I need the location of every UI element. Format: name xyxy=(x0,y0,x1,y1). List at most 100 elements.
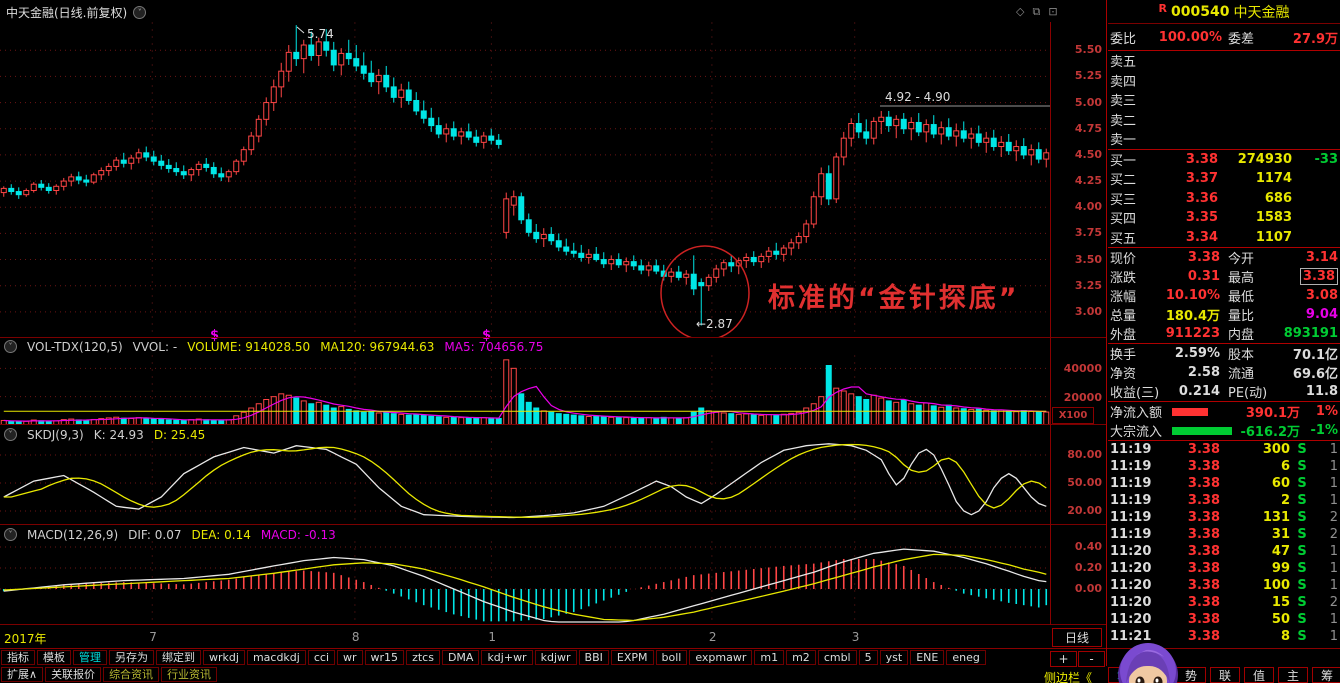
macd-chart[interactable] xyxy=(0,541,1050,623)
quote-panel: R 000540 中天金融 委比 100.00% 委差 27.9万 卖五 卖四 卖三… xyxy=(1108,0,1340,645)
stock-name: 中天金融 xyxy=(1233,4,1290,21)
tick-row[interactable]: 11:20 3.38 99 S 1 xyxy=(1108,560,1340,577)
bid-row[interactable]: 买二 3.37 1174 xyxy=(1108,169,1340,189)
toolbar-button-eneg[interactable]: eneg xyxy=(946,650,986,665)
sidebar-tab-联[interactable]: 联 xyxy=(1210,667,1240,683)
ask-row[interactable]: 卖一 xyxy=(1108,129,1340,149)
toolbar-button-wrkdj[interactable]: wrkdj xyxy=(203,650,245,665)
stock-header[interactable]: R 000540 中天金融 xyxy=(1108,0,1340,24)
bottom-tab-综合资讯[interactable]: 综合资讯 xyxy=(103,667,160,682)
volume-multiplier: X100 xyxy=(1052,407,1094,424)
toolbar-button-EXPM[interactable]: EXPM xyxy=(610,650,654,665)
toolbar-button-ENE[interactable]: ENE xyxy=(910,650,945,665)
volume-tick-label: 20000 xyxy=(1063,390,1102,404)
toolbar-button-DMA[interactable]: DMA xyxy=(441,650,480,665)
tick-row[interactable]: 11:20 3.38 15 S 2 xyxy=(1108,594,1340,611)
sidebar-tab-主[interactable]: 主 xyxy=(1278,667,1308,683)
toolbar-button-绑定到[interactable]: 绑定到 xyxy=(156,650,201,665)
tick-list[interactable]: 11:19 3.38 300 S 1 11:19 3.38 6 S 1 11:19 3.38 60 S 1 1… xyxy=(1108,441,1340,645)
bid-levels: 买一 3.38 274930 -33 买二 3.37 1174 买三 3.36 686 买四 3.35… xyxy=(1108,150,1340,248)
volume-chart[interactable] xyxy=(0,355,1050,425)
candlestick-chart[interactable]: 5.74 4.92 - 4.90 ←2.87 xyxy=(0,22,1050,337)
tick-count: 1 xyxy=(1329,629,1338,644)
bid-label: 买一 xyxy=(1110,153,1137,169)
weibi-row: 委比 100.00% 委差 27.9万 xyxy=(1108,24,1340,50)
toolbar-button-模板[interactable]: 模板 xyxy=(37,650,71,665)
toolbar-button-wr[interactable]: wr xyxy=(337,650,363,665)
bottom-tab-关联报价[interactable]: 关联报价 xyxy=(45,667,102,682)
collapse-icon[interactable]: ˅ xyxy=(4,428,17,441)
price-tick-label: 4.00 xyxy=(1074,200,1102,214)
volume-tick-label: 40000 xyxy=(1063,362,1102,376)
bottom-tab-行业资讯[interactable]: 行业资讯 xyxy=(161,667,218,682)
macd-indicator-label[interactable]: MACD(12,26,9) xyxy=(27,527,119,542)
toolbar-button-管理[interactable]: 管理 xyxy=(73,650,107,665)
box-icon[interactable]: ⊡ xyxy=(1048,5,1058,18)
bid-row[interactable]: 买一 3.38 274930 -33 xyxy=(1108,150,1340,170)
toolbar-button-boll[interactable]: boll xyxy=(655,650,688,665)
sidebar-tab-筹[interactable]: 筹 xyxy=(1312,667,1340,683)
bid-row[interactable]: 买四 3.35 1583 xyxy=(1108,208,1340,228)
tick-row[interactable]: 11:20 3.38 47 S 1 xyxy=(1108,543,1340,560)
diamond-icon[interactable]: ◇ xyxy=(1016,5,1025,18)
dollar-mark-icon: $ xyxy=(482,328,492,343)
bid-row[interactable]: 买五 3.34 1107 xyxy=(1108,228,1340,248)
toolbar-button-ztcs[interactable]: ztcs xyxy=(406,650,440,665)
flow-value: -616.2万 xyxy=(1240,425,1300,440)
toolbar-button-expmawr[interactable]: expmawr xyxy=(689,650,753,665)
skdj-panel-header: ˅ SKDJ(9,3) K: 24.93 D: 25.45 xyxy=(4,427,205,442)
svg-text:4.92 - 4.90: 4.92 - 4.90 xyxy=(885,90,950,104)
ask-row[interactable]: 卖五 xyxy=(1108,51,1340,71)
tick-row[interactable]: 11:20 3.38 100 S 1 xyxy=(1108,577,1340,594)
toolbar-button-BBI[interactable]: BBI xyxy=(578,650,609,665)
skdj-indicator-label[interactable]: SKDJ(9,3) xyxy=(27,427,84,442)
bottom-tab-扩展∧[interactable]: 扩展∧ xyxy=(1,667,44,682)
period-button[interactable]: 日线 xyxy=(1052,628,1102,647)
toolbar-button-另存为[interactable]: 另存为 xyxy=(109,650,154,665)
tick-row[interactable]: 11:19 3.38 300 S 1 xyxy=(1108,441,1340,458)
toolbar-button-kdj+wr[interactable]: kdj+wr xyxy=(481,650,533,665)
x-axis-month-label: 2 xyxy=(708,630,717,644)
toolbar-button-wr15[interactable]: wr15 xyxy=(364,650,405,665)
toolbar-button-yst[interactable]: yst xyxy=(879,650,909,665)
tick-row[interactable]: 11:19 3.38 31 S 2 xyxy=(1108,526,1340,543)
tick-row[interactable]: 11:19 3.38 2 S 1 xyxy=(1108,492,1340,509)
toolbar-button-macdkdj[interactable]: macdkdj xyxy=(246,650,306,665)
tick-time: 11:19 xyxy=(1110,442,1152,457)
assistant-avatar[interactable] xyxy=(1106,641,1190,683)
indicator-toolbar: 指标 模板 管理 另存为 绑定到 wrkdj macdkdj cci wr wr15 ztcs DMA… xyxy=(1,650,988,665)
tick-row[interactable]: 11:21 3.38 8 S 1 xyxy=(1108,628,1340,645)
ask-row[interactable]: 卖三 xyxy=(1108,90,1340,110)
panels-icon[interactable]: ⧉ xyxy=(1032,5,1041,18)
ask-row[interactable]: 卖四 xyxy=(1108,71,1340,91)
sidebar-tab-值[interactable]: 值 xyxy=(1244,667,1274,683)
zoom-out-button[interactable]: - xyxy=(1078,651,1105,667)
toolbar-button-kdjwr[interactable]: kdjwr xyxy=(534,650,577,665)
tick-row[interactable]: 11:19 3.38 60 S 1 xyxy=(1108,475,1340,492)
tick-row[interactable]: 11:19 3.38 131 S 2 xyxy=(1108,509,1340,526)
collapse-icon[interactable]: ˅ xyxy=(4,340,17,353)
toolbar-button-m1[interactable]: m1 xyxy=(754,650,785,665)
tick-volume: 100 xyxy=(1262,578,1290,593)
vol-indicator-label[interactable]: VOL-TDX(120,5) xyxy=(27,339,123,354)
tick-row[interactable]: 11:20 3.38 50 S 1 xyxy=(1108,611,1340,628)
collapse-icon[interactable]: ˅ xyxy=(4,528,17,541)
toolbar-button-5[interactable]: 5 xyxy=(858,650,878,665)
tick-row[interactable]: 11:19 3.38 6 S 1 xyxy=(1108,458,1340,475)
skdj-chart[interactable] xyxy=(0,441,1050,523)
chevron-down-icon[interactable]: ˅ xyxy=(133,6,147,19)
bid-row[interactable]: 买三 3.36 686 xyxy=(1108,189,1340,209)
ask-row[interactable]: 卖二 xyxy=(1108,110,1340,130)
toolbar-button-cmbl[interactable]: cmbl xyxy=(817,650,857,665)
zoom-in-button[interactable]: + xyxy=(1050,651,1077,667)
title-bar: 中天金融(日线.前复权) ˅ xyxy=(6,4,147,21)
price-tick-label: 3.25 xyxy=(1074,278,1102,292)
sidebar-toggle[interactable]: 侧边栏《 xyxy=(1044,671,1093,683)
toolbar-button-m2[interactable]: m2 xyxy=(786,650,816,665)
toolbar-button-指标[interactable]: 指标 xyxy=(1,650,35,665)
toolbar-button-cci[interactable]: cci xyxy=(307,650,335,665)
stat-label: 最低 xyxy=(1228,290,1255,305)
x-axis-month-label: 8 xyxy=(351,630,360,644)
x-axis-year-label: 2017年 xyxy=(4,632,47,646)
flow-label: 大宗流入 xyxy=(1110,425,1163,440)
